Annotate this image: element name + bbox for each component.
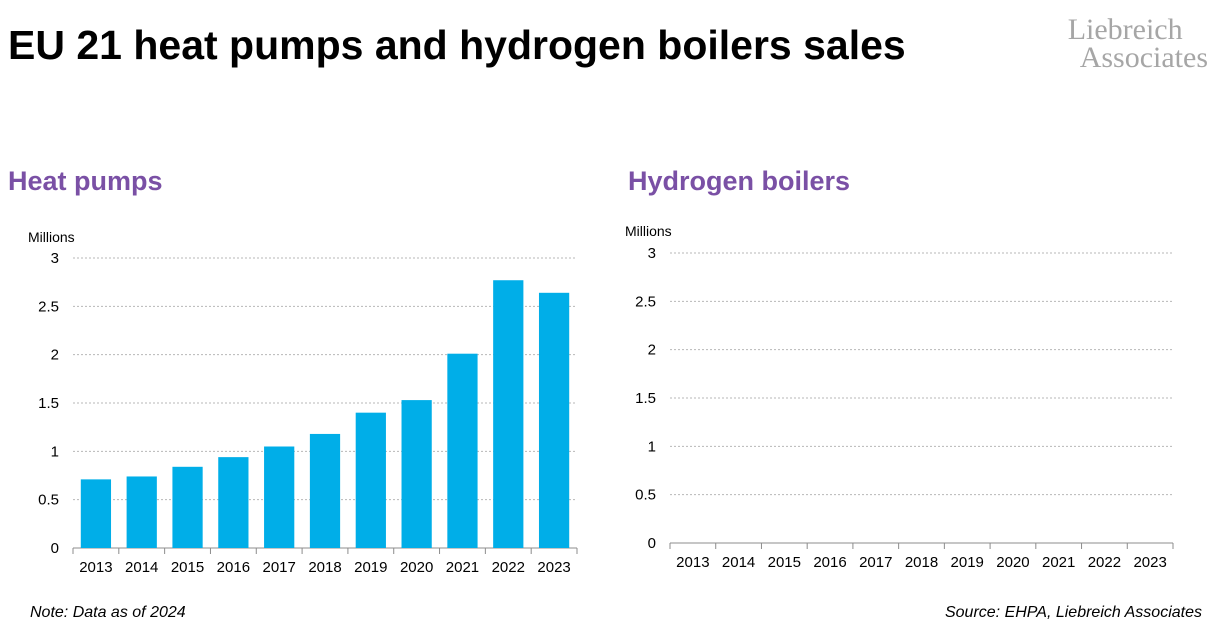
y-tick-label: 2.5 <box>635 293 656 310</box>
x-tick-label: 2015 <box>171 559 204 576</box>
y-tick-label: 2.5 <box>38 298 59 315</box>
x-tick-label: 2017 <box>859 554 892 571</box>
x-tick-label: 2022 <box>1088 554 1121 571</box>
bar-2015 <box>172 466 203 548</box>
y-tick-label: 0.5 <box>635 487 656 504</box>
liebreich-associates-logo: Liebreich Associates <box>1067 13 1208 74</box>
x-tick-label: 2017 <box>262 559 295 576</box>
heat-pumps-title: Heat pumps <box>8 166 163 196</box>
bar-2013 <box>80 479 112 548</box>
x-tick-label: 2021 <box>1042 554 1075 571</box>
x-tick-label: 2018 <box>905 554 938 571</box>
bar-2017 <box>264 446 295 548</box>
x-tick-label: 2018 <box>308 559 341 576</box>
hydrogen-boilers-chart: Millions 0 0.5 1 1.5 2 2.5 3 2013 2014 2015 2016 201… <box>625 223 1174 571</box>
y-tick-label: 3 <box>648 245 656 262</box>
y-tick-label: 1 <box>51 443 59 460</box>
x-tick-label: 2020 <box>996 554 1029 571</box>
x-tick-label: 2019 <box>354 559 387 576</box>
heat-pumps-chart: Millions 0 0.5 1 1.5 2 2.5 3 2013 2014 2015 2016 201… <box>28 229 578 576</box>
y-tick-label: 3 <box>51 250 59 267</box>
y-tick-label: 1 <box>648 438 656 455</box>
x-tick-label: 2016 <box>217 559 250 576</box>
bar-2020 <box>401 400 432 548</box>
page-title: EU 21 heat pumps and hydrogen boilers sa… <box>8 22 906 68</box>
bar-2019 <box>355 412 386 548</box>
bar-2021 <box>447 353 478 548</box>
bar-2023 <box>538 292 570 548</box>
data-note: Note: Data as of 2024 <box>30 604 186 621</box>
x-tick-label: 2021 <box>446 559 479 576</box>
x-tick-label: 2014 <box>125 559 158 576</box>
y-tick-label: 0.5 <box>38 492 59 509</box>
x-tick-label: 2022 <box>492 559 525 576</box>
y-unit-label: Millions <box>28 229 75 245</box>
logo-line-1: Liebreich <box>1067 13 1183 46</box>
x-tick-label: 2014 <box>722 554 755 571</box>
y-tick-label: 1.5 <box>635 390 656 407</box>
source-note: Source: EHPA, Liebreich Associates <box>944 604 1202 621</box>
bar-2022 <box>493 280 524 548</box>
logo-line-2: Associates <box>1079 41 1208 74</box>
bar-2016 <box>218 457 249 548</box>
x-tick-label: 2013 <box>79 559 112 576</box>
y-tick-label: 1.5 <box>38 395 59 412</box>
x-tick-label: 2020 <box>400 559 433 576</box>
hydrogen-boilers-title: Hydrogen boilers <box>628 166 851 196</box>
y-tick-label: 0 <box>648 535 656 552</box>
x-tick-label: 2013 <box>676 554 709 571</box>
bar-2018 <box>309 433 341 548</box>
y-tick-label: 0 <box>51 540 59 557</box>
x-tick-label: 2016 <box>813 554 846 571</box>
bar-2014 <box>126 476 157 548</box>
x-tick-label: 2023 <box>537 559 570 576</box>
x-tick-label: 2019 <box>951 554 984 571</box>
y-tick-label: 2 <box>51 347 59 364</box>
y-tick-label: 2 <box>648 342 656 359</box>
y-unit-label: Millions <box>625 223 672 239</box>
x-tick-label: 2023 <box>1133 554 1166 571</box>
x-tick-label: 2015 <box>768 554 801 571</box>
